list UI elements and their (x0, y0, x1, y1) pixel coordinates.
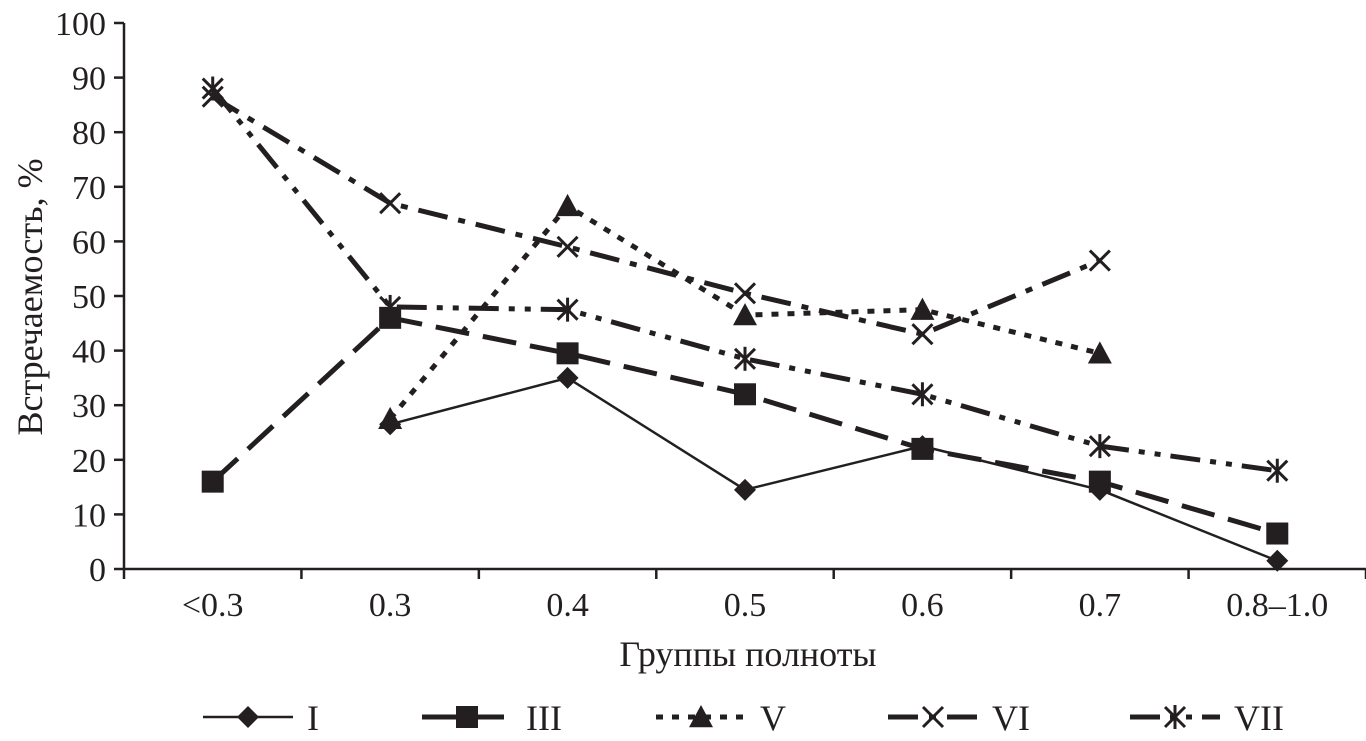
data-point-vi-x (733, 282, 757, 305)
data-point-vi-x (379, 192, 402, 215)
y-tick-label: 80 (72, 115, 106, 152)
y-tick-label: 90 (72, 61, 106, 98)
y-tick-label: 50 (72, 279, 106, 316)
data-point-vii-asterisk (733, 346, 757, 371)
x-axis-ticks: <0.3 0.3 0.4 0.5 0.6 0.7 0.8–1.0 (122, 569, 1366, 624)
y-tick-label: 10 (72, 497, 106, 534)
data-point-i-diamond (1266, 549, 1289, 572)
x-tick-label: 0.6 (901, 587, 944, 624)
y-tick-label: 20 (72, 443, 106, 480)
y-tick-label: 0 (89, 552, 106, 589)
legend-item-v: V (656, 698, 786, 738)
y-tick-label: 60 (72, 224, 106, 261)
data-point-vi-x (556, 235, 579, 258)
data-point-iii-square (911, 437, 934, 460)
x-tick-label: 0.8–1.0 (1226, 587, 1328, 624)
series-line-i (389, 376, 1278, 562)
data-point-iii-square (556, 342, 579, 365)
data-point-vi-x (1088, 249, 1111, 272)
legend-label-vii: VII (1234, 698, 1284, 738)
y-tick-label: 100 (55, 6, 106, 43)
data-point-v-triangle (1087, 341, 1112, 364)
legend-marker-asterisk (1163, 705, 1187, 729)
x-tick-label: <0.3 (182, 587, 244, 624)
x-tick-label: 0.3 (369, 587, 412, 624)
y-tick-label: 30 (72, 388, 106, 425)
legend: I III V VI VII (203, 698, 1284, 738)
legend-marker-triangle (689, 705, 713, 728)
x-axis-title: Группы полноты (619, 634, 876, 674)
data-point-vii-asterisk (911, 382, 934, 407)
y-axis-title: Встречаемость, % (10, 158, 50, 435)
data-point-vii-asterisk (1088, 434, 1111, 459)
legend-item-vi: VI (888, 698, 1030, 738)
legend-label-iii: III (526, 698, 562, 738)
legend-label-i: I (307, 698, 319, 738)
data-point-i-diamond (734, 478, 756, 501)
data-point-vii-asterisk (556, 297, 579, 322)
legend-marker-square (456, 706, 478, 728)
y-tick-label: 70 (72, 170, 106, 207)
y-axis-ticks: 0 10 20 30 40 50 60 70 80 90 100 (55, 6, 124, 589)
data-point-iii-square (1088, 470, 1111, 493)
legend-label-vi: VI (992, 698, 1030, 738)
legend-marker-x (921, 705, 945, 729)
data-point-iii-square (734, 383, 756, 406)
legend-label-v: V (760, 698, 786, 738)
x-tick-label: 0.4 (546, 587, 589, 624)
legend-item-iii: III (422, 698, 562, 738)
data-point-v-triangle (555, 193, 580, 217)
data-point-v-triangle (910, 297, 935, 320)
series-markers (201, 76, 1289, 572)
data-point-v-triangle (378, 406, 403, 430)
y-tick-label: 40 (72, 334, 106, 371)
legend-item-vii: VII (1130, 698, 1284, 738)
data-point-vii-asterisk (201, 76, 224, 101)
series-line-vii (210, 86, 1278, 474)
data-point-vi-x (911, 323, 934, 346)
legend-marker-diamond (237, 706, 259, 728)
x-tick-label: 0.7 (1079, 587, 1122, 624)
series-line-vi (211, 94, 1101, 337)
data-point-vii-asterisk (379, 294, 402, 319)
data-point-vii-asterisk (1266, 458, 1289, 483)
data-point-iii-square (201, 470, 224, 493)
x-tick-label: 0.5 (724, 587, 767, 624)
legend-item-i: I (203, 698, 319, 738)
data-point-v-triangle (733, 303, 757, 326)
data-point-iii-square (1266, 522, 1289, 545)
data-point-i-diamond (556, 366, 579, 389)
